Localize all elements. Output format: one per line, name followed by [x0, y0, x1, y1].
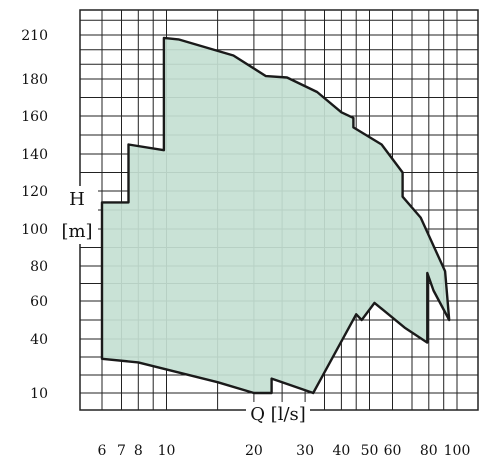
y-axis-title: H [m] — [56, 186, 98, 244]
y-tick-label: 160 — [21, 109, 48, 125]
y-tick-label: 40 — [30, 332, 48, 348]
y-tick-label: 100 — [21, 222, 48, 238]
x-tick-label: 100 — [444, 443, 471, 459]
x-tick-label: 20 — [245, 443, 263, 459]
x-tick-label: 8 — [134, 443, 143, 459]
y-tick-label: 210 — [21, 28, 48, 44]
operating-range-area — [100, 36, 451, 395]
y-axis-title-unit: [m] — [61, 221, 92, 242]
x-tick-label: 10 — [158, 443, 176, 459]
x-tick-label: 40 — [332, 443, 350, 459]
x-tick-labels: 6 7 8 10 20 30 40 50 60 80 100 — [98, 443, 471, 459]
x-tick-label: 6 — [98, 443, 107, 459]
x-tick-label: 30 — [296, 443, 314, 459]
y-tick-label: 180 — [21, 72, 48, 88]
y-axis-title-symbol: H — [69, 189, 85, 210]
x-axis-title-text: Q [l/s] — [250, 404, 306, 425]
y-tick-label: 60 — [30, 294, 48, 310]
x-tick-label: 80 — [420, 443, 438, 459]
x-axis-title-background — [246, 402, 310, 426]
y-tick-labels: 10 40 60 80 100 120 140 160 180 210 — [21, 28, 48, 402]
y-tick-label: 80 — [30, 259, 48, 275]
x-axis-title: Q [l/s] — [246, 402, 310, 426]
x-tick-label: 50 — [361, 443, 379, 459]
y-axis-title-background — [56, 186, 98, 244]
x-tick-label: 60 — [384, 443, 402, 459]
y-tick-label: 10 — [30, 386, 48, 402]
y-tick-label: 120 — [21, 184, 48, 200]
y-tick-label: 140 — [21, 147, 48, 163]
x-tick-label: 7 — [117, 443, 126, 459]
